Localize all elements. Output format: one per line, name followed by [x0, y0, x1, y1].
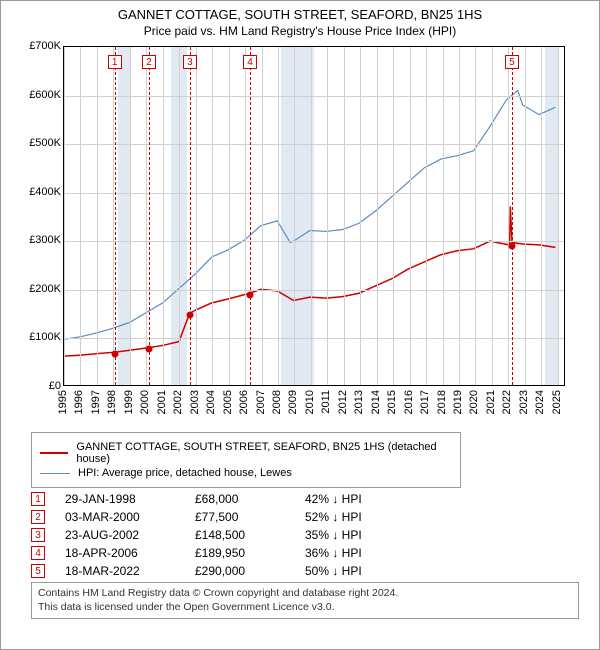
footer-box: Contains HM Land Registry data © Crown c…: [31, 582, 579, 619]
legend-box: GANNET COTTAGE, SOUTH STREET, SEAFORD, B…: [31, 432, 461, 488]
x-tick-label: 2010: [304, 390, 316, 414]
x-tick-label: 2004: [205, 390, 217, 414]
x-tick-label: 2009: [287, 390, 299, 414]
x-tick-label: 2017: [419, 390, 431, 414]
tx-diff: 42% ↓ HPI: [305, 492, 415, 506]
y-tick-label: £400K: [21, 186, 61, 198]
x-tick-label: 2014: [370, 390, 382, 414]
legend-label-property: GANNET COTTAGE, SOUTH STREET, SEAFORD, B…: [76, 441, 452, 465]
x-tick-label: 2021: [485, 390, 497, 414]
tx-date: 23-AUG-2002: [65, 528, 195, 542]
tx-date: 18-APR-2006: [65, 546, 195, 560]
x-tick-label: 2016: [403, 390, 415, 414]
event-marker-5: 5: [505, 55, 519, 69]
x-tick-label: 2019: [452, 390, 464, 414]
x-tick-label: 2023: [518, 390, 530, 414]
x-tick-label: 1999: [123, 390, 135, 414]
tx-date: 29-JAN-1998: [65, 492, 195, 506]
x-tick-label: 2007: [255, 390, 267, 414]
tx-date: 18-MAR-2022: [65, 564, 195, 578]
y-tick-label: £200K: [21, 283, 61, 295]
x-tick-label: 2008: [271, 390, 283, 414]
x-tick-label: 2022: [501, 390, 513, 414]
x-tick-label: 2025: [551, 390, 563, 414]
y-tick-label: £700K: [21, 40, 61, 52]
event-marker-1: 1: [108, 55, 122, 69]
legend-label-hpi: HPI: Average price, detached house, Lewe…: [78, 467, 292, 479]
table-row: 5 18-MAR-2022£290,00050% ↓ HPI: [31, 564, 579, 578]
event-marker-4: 4: [243, 55, 257, 69]
x-tick-label: 2000: [139, 390, 151, 414]
y-tick-label: £500K: [21, 137, 61, 149]
tx-diff: 35% ↓ HPI: [305, 528, 415, 542]
chart-subtitle: Price paid vs. HM Land Registry's House …: [11, 24, 589, 38]
tx-diff: 36% ↓ HPI: [305, 546, 415, 560]
table-row: 2 03-MAR-2000£77,50052% ↓ HPI: [31, 510, 579, 524]
y-tick-label: £600K: [21, 89, 61, 101]
x-tick-label: 1996: [73, 390, 85, 414]
x-tick-label: 2011: [320, 390, 332, 414]
tx-price: £68,000: [195, 492, 305, 506]
footer-line1: Contains HM Land Registry data © Crown c…: [38, 587, 572, 601]
x-tick-label: 1997: [90, 390, 102, 414]
legend-swatch-hpi: [40, 473, 70, 474]
x-tick-label: 2005: [222, 390, 234, 414]
tx-marker: 1: [31, 492, 45, 506]
legend-row-property: GANNET COTTAGE, SOUTH STREET, SEAFORD, B…: [40, 441, 452, 465]
y-tick-label: £0: [21, 380, 61, 392]
table-row: 3 23-AUG-2002£148,50035% ↓ HPI: [31, 528, 579, 542]
chart-area: £0£100K£200K£300K£400K£500K£600K£700K 12…: [21, 46, 571, 426]
x-tick-label: 2001: [156, 390, 168, 414]
tx-marker: 2: [31, 510, 45, 524]
x-tick-label: 2013: [353, 390, 365, 414]
x-tick-label: 2003: [189, 390, 201, 414]
x-tick-label: 2020: [468, 390, 480, 414]
x-tick-label: 2024: [534, 390, 546, 414]
tx-marker: 5: [31, 564, 45, 578]
x-tick-label: 1995: [57, 390, 69, 414]
y-tick-label: £100K: [21, 331, 61, 343]
tx-price: £77,500: [195, 510, 305, 524]
chart-title: GANNET COTTAGE, SOUTH STREET, SEAFORD, B…: [11, 7, 589, 22]
table-row: 4 18-APR-2006£189,95036% ↓ HPI: [31, 546, 579, 560]
x-tick-label: 2012: [337, 390, 349, 414]
footer-line2: This data is licensed under the Open Gov…: [38, 601, 572, 615]
plot-region: 1 2 3 4 5: [63, 46, 565, 386]
tx-diff: 52% ↓ HPI: [305, 510, 415, 524]
tx-price: £290,000: [195, 564, 305, 578]
x-tick-label: 2018: [436, 390, 448, 414]
legend-swatch-property: [40, 452, 68, 454]
tx-marker: 3: [31, 528, 45, 542]
x-tick-label: 2006: [238, 390, 250, 414]
chart-container: GANNET COTTAGE, SOUTH STREET, SEAFORD, B…: [0, 0, 600, 650]
x-tick-label: 2002: [172, 390, 184, 414]
table-row: 1 29-JAN-1998£68,00042% ↓ HPI: [31, 492, 579, 506]
y-tick-label: £300K: [21, 234, 61, 246]
event-marker-2: 2: [142, 55, 156, 69]
x-tick-label: 2015: [386, 390, 398, 414]
tx-diff: 50% ↓ HPI: [305, 564, 415, 578]
tx-date: 03-MAR-2000: [65, 510, 195, 524]
x-tick-label: 1998: [106, 390, 118, 414]
tx-price: £189,950: [195, 546, 305, 560]
legend-row-hpi: HPI: Average price, detached house, Lewe…: [40, 467, 452, 479]
event-marker-3: 3: [183, 55, 197, 69]
title-block: GANNET COTTAGE, SOUTH STREET, SEAFORD, B…: [11, 7, 589, 38]
tx-marker: 4: [31, 546, 45, 560]
line-layer: [64, 47, 564, 385]
tx-price: £148,500: [195, 528, 305, 542]
transactions-table: 1 29-JAN-1998£68,00042% ↓ HPI 2 03-MAR-2000…: [31, 492, 579, 578]
